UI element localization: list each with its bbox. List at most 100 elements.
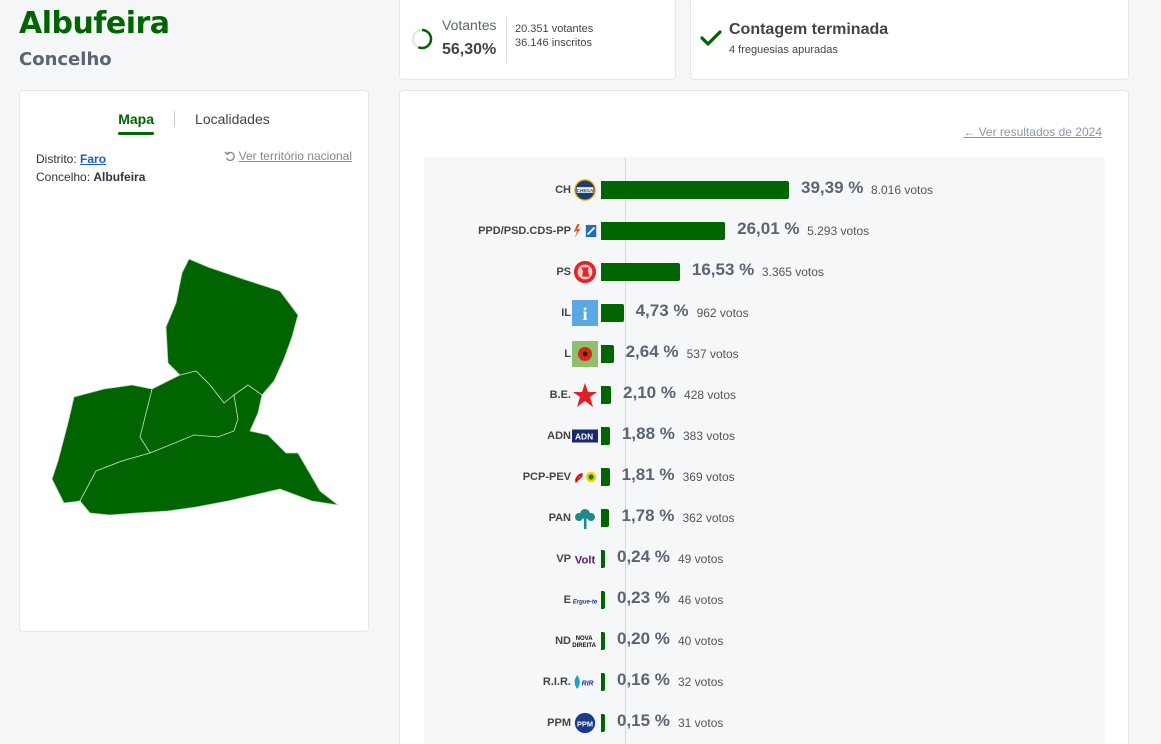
result-row: PPD/PSD.CDS-PP 26,01 % 5.293 votos — [424, 216, 1105, 246]
result-votes: 31 votos — [678, 716, 724, 730]
result-row: B.E. 2,10 % 428 votos — [424, 380, 1105, 410]
count-subtitle: 4 freguesias apuradas — [729, 44, 838, 56]
voters-count: 20.351 votantes — [515, 23, 594, 35]
result-percent: 4,73 % — [635, 301, 689, 320]
result-percent: 2,64 % — [625, 342, 679, 361]
undo-icon — [224, 151, 235, 162]
result-votes: 362 votos — [682, 511, 735, 525]
result-row: VP Volt 0,24 % 49 votos — [424, 544, 1105, 574]
result-votes: 5.293 votos — [807, 224, 870, 238]
result-row: PPM PPM 0,15 % 31 votos — [424, 708, 1105, 738]
pan-logo — [572, 505, 598, 531]
result-row: PS 16,53 % 3.365 votos — [424, 257, 1105, 287]
party-abbreviation: ND — [555, 635, 571, 647]
result-bar[interactable] — [601, 386, 612, 404]
result-votes: 3.365 votos — [761, 265, 824, 279]
map-region-west[interactable] — [51, 384, 153, 504]
district-link[interactable]: Faro — [80, 152, 107, 166]
national-territory-link[interactable]: Ver território nacional — [224, 149, 352, 163]
result-bar[interactable] — [601, 714, 605, 732]
result-bar[interactable] — [601, 550, 605, 568]
party-abbreviation: IL — [561, 307, 571, 319]
result-votes: 537 votos — [686, 347, 739, 361]
result-bar[interactable] — [601, 345, 614, 363]
result-votes: 369 votos — [682, 470, 735, 484]
page-subtitle: Concelho — [19, 49, 112, 70]
party-abbreviation: PCP-PEV — [522, 471, 571, 483]
result-row: IL i 4,73 % 962 votos — [424, 298, 1105, 328]
turnout-ring-icon — [411, 28, 433, 50]
result-row: PCP-PEV 1,81 % 369 votos — [424, 462, 1105, 492]
result-bar[interactable] — [601, 673, 605, 691]
location-info: Distrito: Faro Concelho: Albufeira — [36, 150, 145, 186]
be-logo — [572, 382, 598, 408]
county-value: Albufeira — [93, 170, 146, 184]
count-status-card: Contagem terminada 4 freguesias apuradas — [690, 0, 1129, 80]
map-region-south[interactable] — [79, 384, 340, 516]
result-percent: 1,78 % — [621, 506, 675, 525]
result-bar[interactable] — [601, 181, 789, 199]
party-abbreviation: CH — [555, 184, 571, 196]
party-abbreviation: R.I.R. — [542, 676, 571, 688]
turnout-percent: 56,30% — [442, 41, 497, 58]
county-label: Concelho: — [36, 170, 91, 184]
nova-direita-logo: NOVA DIREITA — [572, 628, 598, 654]
ergue-te-logo: Ergue-te — [572, 587, 598, 613]
turnout-detail: 20.351 votantes 36.146 inscritos — [515, 22, 593, 50]
adn-logo: ADN — [572, 423, 598, 449]
registered-count: 36.146 inscritos — [515, 37, 593, 49]
result-votes: 32 votos — [678, 675, 724, 689]
results-chart: CH CHEGA 39,39 % 8.016 votos PPD/PSD.CDS-P… — [424, 157, 1105, 744]
arrow-left-icon: ← — [963, 125, 976, 139]
result-row: R.I.R. RIR 0,16 % 32 votos — [424, 667, 1105, 697]
result-row: ADN ADN 1,88 % 383 votos — [424, 421, 1105, 451]
map-panel: Mapa Localidades Distrito: Faro Concelho… — [19, 90, 369, 632]
result-row: CH CHEGA 39,39 % 8.016 votos — [424, 175, 1105, 205]
party-abbreviation: VP — [556, 553, 571, 565]
page-title: Albufeira — [19, 6, 170, 41]
tab-mapa[interactable]: Mapa — [98, 111, 174, 135]
result-row: E Ergue-te 0,23 % 46 votos — [424, 585, 1105, 615]
result-bar[interactable] — [601, 632, 605, 650]
tab-localidades[interactable]: Localidades — [195, 111, 270, 127]
chart-axis — [625, 157, 626, 744]
svg-text:Volt: Volt — [575, 554, 596, 566]
rir-logo: RIR — [572, 669, 598, 695]
svg-text:NOVA: NOVA — [576, 636, 594, 642]
result-row: PAN 1,78 % 362 votos — [424, 503, 1105, 533]
result-percent: 2,10 % — [623, 383, 676, 402]
livre-logo — [572, 341, 598, 367]
map-tabs: Mapa Localidades — [20, 111, 368, 135]
result-bar[interactable] — [601, 263, 680, 281]
result-votes: 428 votos — [684, 388, 737, 402]
result-votes: 962 votos — [696, 306, 749, 320]
previous-results-link[interactable]: ← Ver resultados de 2024 — [963, 125, 1102, 139]
ppm-logo: PPM — [572, 710, 598, 736]
result-percent: 0,24 % — [617, 547, 670, 566]
result-percent: 0,20 % — [617, 629, 670, 648]
party-abbreviation: B.E. — [549, 389, 571, 401]
result-bar[interactable] — [601, 509, 610, 527]
result-bar[interactable] — [601, 468, 610, 486]
result-percent: 0,23 % — [617, 588, 670, 607]
ps-logo — [572, 259, 598, 285]
party-abbreviation: PPD/PSD.CDS-PP — [478, 225, 571, 237]
volt-logo: Volt — [572, 546, 598, 572]
result-row: ND NOVA DIREITA 0,20 % 40 votos — [424, 626, 1105, 656]
result-votes: 46 votos — [678, 593, 724, 607]
tab-divider — [174, 111, 176, 127]
svg-text:ADN: ADN — [575, 432, 593, 442]
result-bar[interactable] — [601, 427, 610, 445]
county-map[interactable] — [48, 257, 340, 517]
svg-text:i: i — [582, 304, 587, 324]
result-percent: 1,81 % — [621, 465, 675, 484]
turnout-card: Votantes 56,30% 20.351 votantes 36.146 i… — [399, 0, 676, 80]
result-bar[interactable] — [601, 222, 726, 240]
result-percent: 16,53 % — [691, 260, 755, 279]
result-votes: 49 votos — [678, 552, 724, 566]
result-bar[interactable] — [601, 304, 624, 322]
party-abbreviation: PAN — [548, 512, 571, 524]
district-label: Distrito: — [36, 152, 77, 166]
result-votes: 8.016 votos — [871, 183, 934, 197]
result-bar[interactable] — [601, 591, 605, 609]
